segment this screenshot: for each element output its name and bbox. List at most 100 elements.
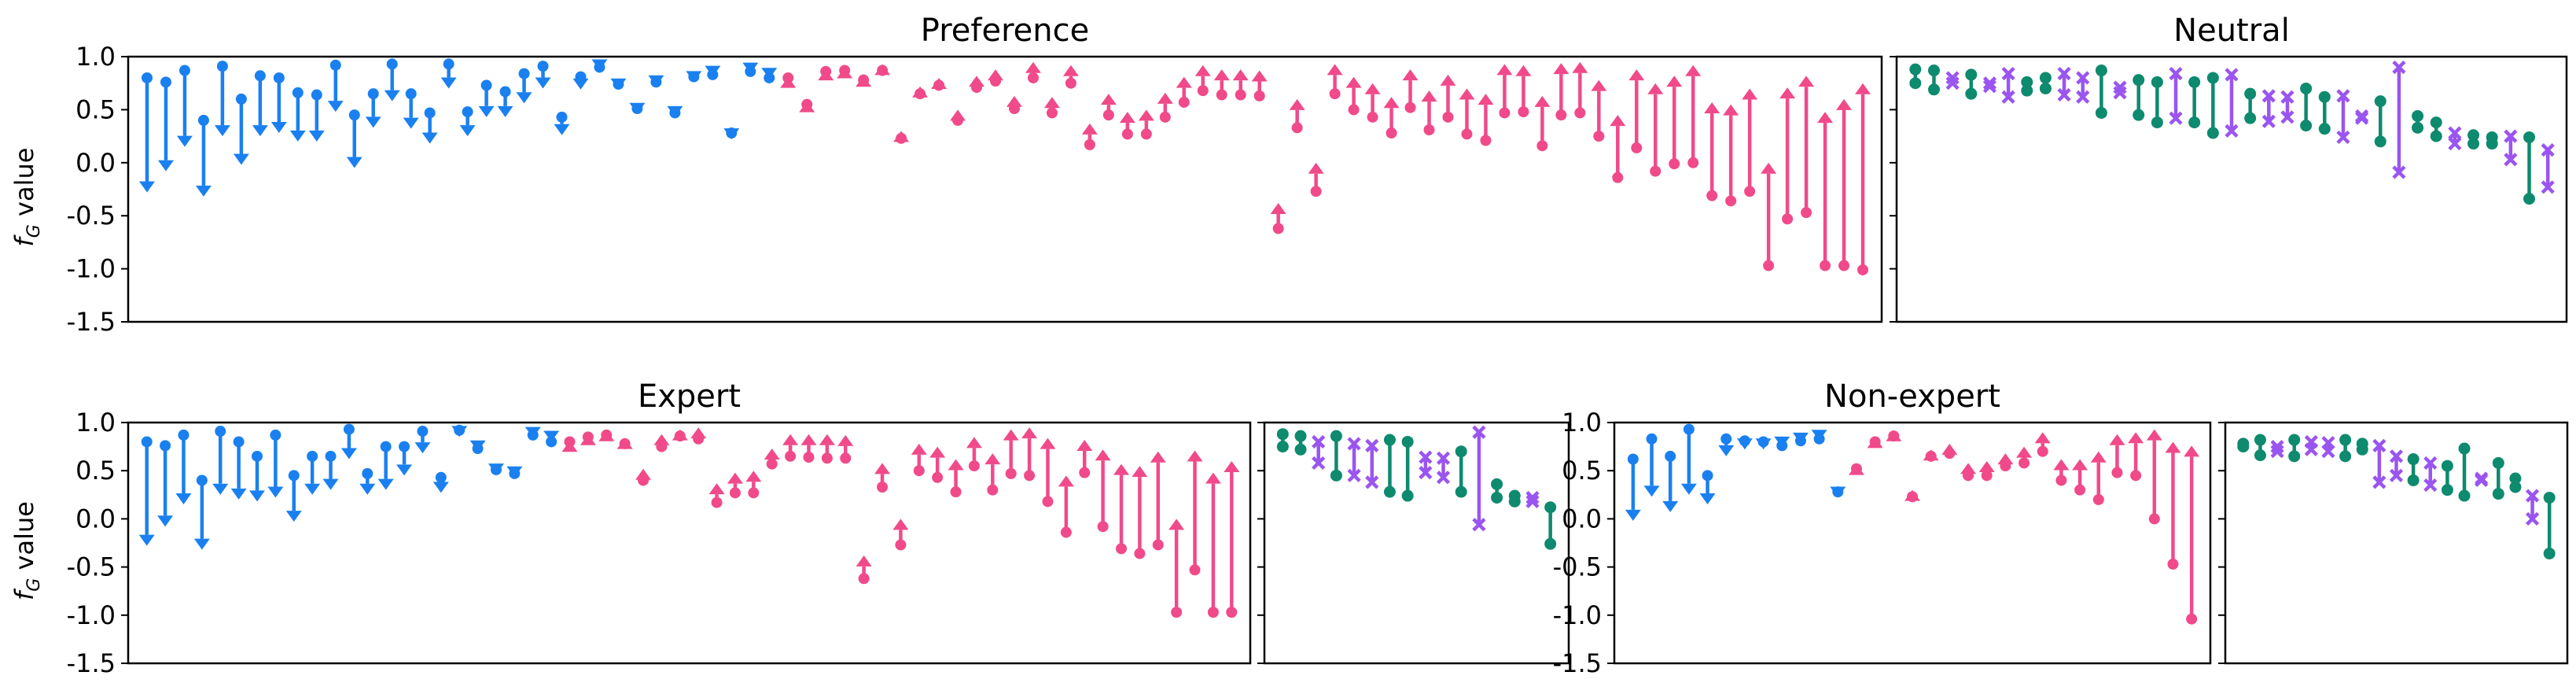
data-dot	[2055, 474, 2067, 486]
data-point-pair	[1982, 76, 1997, 94]
data-arrowhead	[2053, 459, 2070, 471]
y-tick-label: 1.0	[75, 408, 116, 437]
data-arrowhead	[598, 430, 615, 441]
data-arrowhead	[782, 434, 799, 445]
data-arrowhead	[1515, 65, 1532, 76]
data-dot	[1927, 65, 1940, 77]
data-point-pair	[248, 450, 265, 502]
data-dot	[329, 59, 341, 71]
data-point-pair	[988, 69, 1004, 87]
data-arrowhead	[1941, 443, 1958, 455]
data-point-pair	[1515, 65, 1532, 118]
data-dot	[1348, 104, 1360, 116]
data-point-pair	[1100, 94, 1117, 121]
data-point-pair	[1062, 65, 1079, 89]
data-point-pair	[414, 426, 431, 454]
data-dot	[1508, 495, 1521, 508]
data-arrowhead	[233, 153, 249, 165]
data-point-pair	[1774, 436, 1790, 452]
data-dot	[2237, 441, 2250, 453]
data-dot	[2018, 457, 2030, 469]
data-arrowhead	[157, 160, 174, 172]
data-point-pair	[800, 434, 817, 463]
data-dot	[1060, 526, 1072, 538]
data-point-pair	[497, 86, 513, 117]
y-tick-label: 1.0	[1562, 408, 1602, 437]
data-dot	[1627, 453, 1639, 465]
data-x-marker	[1365, 438, 1379, 452]
data-point-pair	[1978, 460, 1995, 482]
y-tick-label: -0.5	[67, 552, 116, 582]
data-point-pair	[175, 429, 192, 505]
data-point-pair	[2372, 438, 2386, 489]
data-arrowhead	[1040, 437, 1056, 449]
data-dot	[877, 482, 889, 493]
data-dot	[424, 107, 436, 119]
data-point-pair	[2336, 89, 2350, 145]
data-point-pair	[1886, 430, 1902, 442]
y-axis-label: fG value	[9, 148, 44, 247]
data-dot	[2288, 434, 2301, 446]
data-point-pair	[2165, 441, 2181, 570]
data-dot	[1491, 478, 1503, 490]
data-arrowhead	[635, 468, 652, 480]
data-point-pair	[2525, 489, 2540, 526]
data-arrowhead	[969, 76, 985, 87]
data-point-pair	[1723, 104, 1739, 207]
data-arrowhead	[616, 437, 633, 449]
data-arrowhead	[1647, 83, 1664, 94]
data-dot	[1455, 445, 1467, 458]
data-arrowhead	[2184, 445, 2200, 457]
data-dot	[270, 429, 282, 441]
panel-title: Neutral	[2173, 13, 2290, 49]
data-point-pair	[1040, 437, 1056, 508]
data-arrowhead	[346, 157, 362, 168]
data-point-pair	[1680, 423, 1697, 495]
data-point-pair	[708, 483, 725, 508]
data-point-pair	[1383, 434, 1396, 498]
data-dot	[932, 471, 944, 483]
chart-panel	[2218, 421, 2569, 665]
data-point-pair	[1798, 76, 1815, 219]
data-dot	[399, 441, 410, 452]
data-dot	[2095, 106, 2107, 119]
data-point-pair	[270, 72, 287, 134]
data-dot	[987, 484, 999, 496]
data-arrowhead	[2109, 434, 2125, 445]
data-point-pair	[2412, 109, 2424, 134]
data-dot	[1171, 607, 1183, 618]
data-x-marker	[2504, 129, 2518, 143]
data-arrowhead	[1232, 69, 1249, 81]
data-arrowhead	[1187, 450, 1203, 462]
data-arrowhead	[469, 440, 486, 452]
data-point-pair	[2467, 129, 2480, 150]
data-dot	[2523, 131, 2536, 143]
data-dot	[1909, 63, 1922, 76]
data-point-pair	[1867, 436, 1883, 449]
data-dot	[1386, 127, 1397, 139]
data-arrowhead	[1095, 449, 1111, 461]
data-point-pair	[1472, 425, 1486, 532]
data-arrowhead	[195, 185, 212, 197]
data-arrowhead	[874, 463, 891, 474]
data-dot	[480, 79, 492, 91]
data-point-pair	[966, 437, 982, 472]
data-arrowhead	[403, 117, 419, 129]
data-x-marker	[1982, 79, 1997, 94]
data-arrowhead	[1779, 87, 1796, 99]
data-dot	[160, 76, 171, 88]
data-point-pair	[1076, 440, 1093, 478]
data-arrowhead	[2128, 432, 2144, 444]
data-point-pair	[2237, 437, 2250, 453]
data-arrowhead	[819, 434, 835, 445]
data-point-pair	[478, 79, 495, 117]
data-dot	[1226, 607, 1238, 618]
data-dot	[2467, 138, 2480, 150]
data-dot	[711, 497, 723, 508]
data-arrowhead	[818, 69, 834, 81]
data-dot	[1276, 428, 1289, 441]
data-x-marker	[2057, 66, 2071, 81]
data-arrowhead	[800, 434, 817, 445]
data-dot	[1294, 443, 1307, 456]
data-point-pair	[629, 102, 646, 115]
